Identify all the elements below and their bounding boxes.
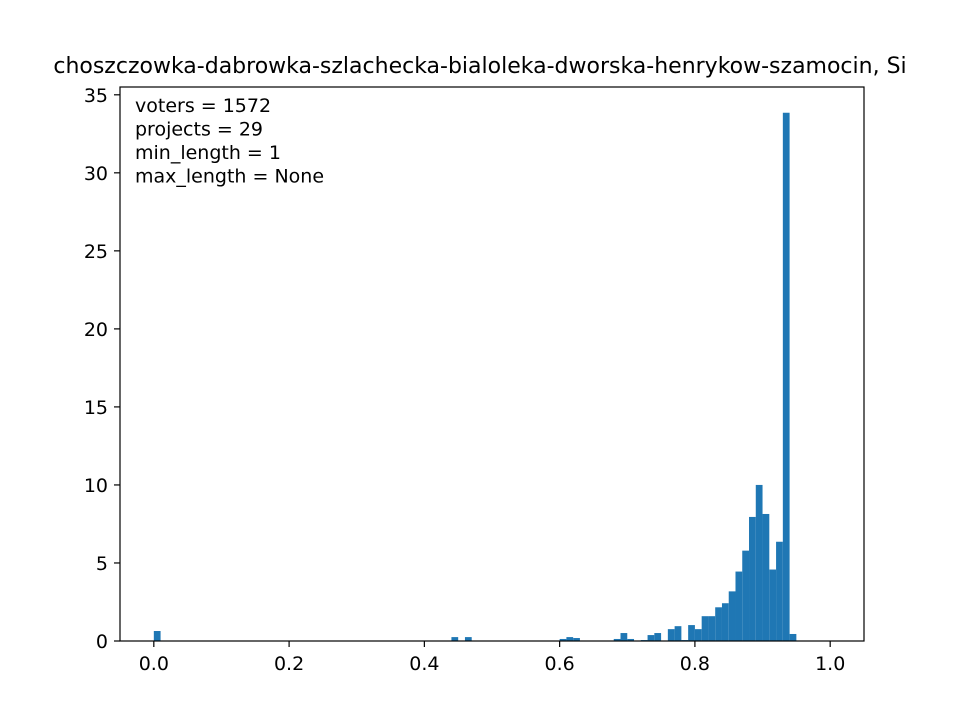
histogram-bar-2 <box>464 637 472 641</box>
histogram-bar-10 <box>647 635 655 641</box>
histogram-bar-1 <box>451 637 459 641</box>
y-tick-label-6: 30 <box>84 163 108 185</box>
histogram-bar-6 <box>613 638 621 641</box>
y-tick-label-7: 35 <box>84 85 108 107</box>
histogram-bar-4 <box>566 637 574 641</box>
histogram-bar-24 <box>749 516 756 641</box>
annotation-line-2: min_length = 1 <box>135 142 281 164</box>
chart-title: choszczowka-dabrowka-szlachecka-bialolek… <box>53 54 906 79</box>
histogram-bar-18 <box>708 616 716 641</box>
histogram-bar-11 <box>654 633 662 641</box>
x-tick-label-5: 1.0 <box>815 653 845 675</box>
bars-group <box>153 112 797 641</box>
y-tick-label-5: 25 <box>84 241 108 263</box>
plot-frame <box>119 86 865 642</box>
y-axis-ticks: 0 5 10 15 20 25 30 35 <box>84 85 120 653</box>
histogram-bar-0 <box>153 631 161 641</box>
histogram-bar-17 <box>701 616 709 641</box>
x-tick-label-3: 0.6 <box>545 653 575 675</box>
histogram-bar-3 <box>559 638 567 641</box>
histogram-bar-5 <box>573 638 580 641</box>
histogram-bar-7 <box>620 633 628 641</box>
x-tick-label-0: 0.0 <box>139 653 169 675</box>
y-tick-label-1: 5 <box>96 553 108 575</box>
histogram-bar-13 <box>674 626 682 641</box>
histogram-bar-27 <box>769 569 777 641</box>
histogram-bar-23 <box>742 550 750 641</box>
annotation-line-1: projects = 29 <box>135 119 263 141</box>
histogram-bar-22 <box>735 571 743 641</box>
histogram-bar-16 <box>694 629 702 641</box>
x-axis-ticks: 0.0 0.2 0.4 0.6 0.8 1.0 <box>139 641 845 675</box>
histogram-bar-21 <box>728 591 736 641</box>
histogram-bar-25 <box>755 484 763 641</box>
histogram-bar-29 <box>782 112 790 641</box>
histogram-bar-19 <box>715 607 722 641</box>
histogram-bar-20 <box>721 603 729 641</box>
y-tick-label-2: 10 <box>84 475 108 497</box>
annotation-line-0: voters = 1572 <box>135 95 271 117</box>
histogram-bar-30 <box>789 633 797 641</box>
histogram-bar-12 <box>667 629 675 641</box>
histogram-bar-8 <box>627 638 635 641</box>
y-tick-label-3: 15 <box>84 397 108 419</box>
annotation-line-3: max_length = None <box>135 166 324 188</box>
histogram-bar-26 <box>762 513 770 641</box>
x-tick-label-2: 0.4 <box>409 653 439 675</box>
histogram-bar-28 <box>776 541 783 641</box>
y-tick-label-0: 0 <box>96 631 108 653</box>
x-tick-label-1: 0.2 <box>274 653 304 675</box>
y-tick-label-4: 20 <box>84 319 108 341</box>
x-tick-label-4: 0.8 <box>680 653 710 675</box>
histogram-bar-15 <box>688 625 695 641</box>
